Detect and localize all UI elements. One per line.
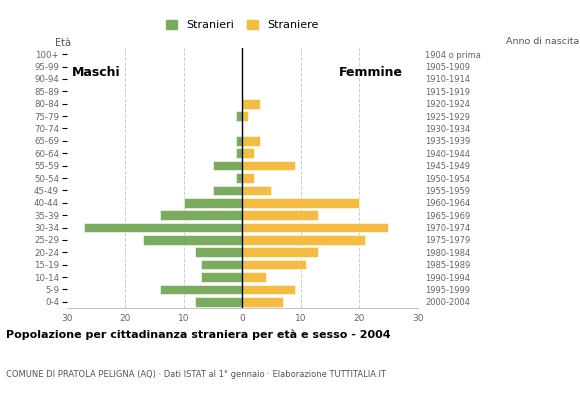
Bar <box>242 210 318 220</box>
Bar <box>242 235 365 245</box>
Bar <box>236 148 242 158</box>
Legend: Stranieri, Straniere: Stranieri, Straniere <box>166 20 318 30</box>
Bar <box>213 186 242 195</box>
Bar <box>236 173 242 183</box>
Bar <box>242 198 359 208</box>
Bar <box>143 235 242 245</box>
Bar <box>201 260 242 270</box>
Bar <box>184 198 242 208</box>
Bar <box>84 223 242 232</box>
Text: Femmine: Femmine <box>339 66 403 79</box>
Bar <box>195 297 242 307</box>
Bar <box>242 272 266 282</box>
Bar <box>242 148 254 158</box>
Text: Anno di nascita: Anno di nascita <box>506 37 579 46</box>
Bar <box>242 161 295 170</box>
Bar <box>201 272 242 282</box>
Bar <box>236 111 242 121</box>
Bar <box>160 210 242 220</box>
Bar <box>195 248 242 257</box>
Bar <box>242 260 306 270</box>
Bar <box>242 297 283 307</box>
Bar <box>160 285 242 294</box>
Bar <box>242 173 254 183</box>
Text: COMUNE DI PRATOLA PELIGNA (AQ) · Dati ISTAT al 1° gennaio · Elaborazione TUTTITA: COMUNE DI PRATOLA PELIGNA (AQ) · Dati IS… <box>6 370 386 379</box>
Text: Età: Età <box>55 38 71 48</box>
Bar <box>236 136 242 146</box>
Bar <box>242 111 248 121</box>
Bar <box>242 186 271 195</box>
Bar <box>213 161 242 170</box>
Bar <box>242 285 295 294</box>
Bar <box>242 223 389 232</box>
Bar <box>242 136 260 146</box>
Bar <box>242 248 318 257</box>
Text: Maschi: Maschi <box>71 66 120 79</box>
Bar <box>242 99 260 108</box>
Text: Popolazione per cittadinanza straniera per età e sesso - 2004: Popolazione per cittadinanza straniera p… <box>6 330 390 340</box>
